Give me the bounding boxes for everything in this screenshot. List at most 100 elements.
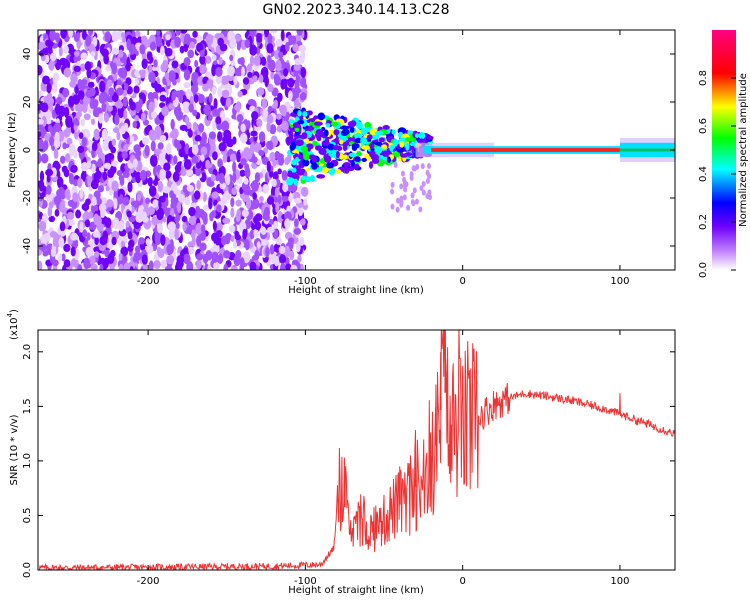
spectrogram-noise-mark — [45, 168, 54, 177]
spectrogram-noise-mark — [274, 151, 280, 160]
spectrogram-noise-mark — [139, 169, 147, 181]
spectrogram-noise-mark — [218, 56, 223, 66]
spectrogram-noise-mark — [293, 63, 301, 71]
spectrogram-noise-mark — [134, 101, 142, 113]
spectrogram-noise-mark — [256, 118, 263, 128]
snr-frame — [37, 329, 676, 571]
spectrogram-trail-mark — [399, 195, 404, 202]
spectrogram-noise-mark — [256, 30, 264, 34]
spectrogram-noise-mark — [293, 227, 302, 235]
spectrogram-noise-mark — [256, 36, 262, 43]
spectrogram-cluster-mark — [340, 130, 349, 136]
spectrogram-cluster-mark — [361, 157, 367, 162]
scale-prefix: (x10 — [9, 317, 20, 340]
spectrogram-noise-mark — [121, 32, 126, 39]
spectrogram-trail-mark — [421, 180, 426, 187]
spectrogram-noise-mark — [229, 153, 237, 162]
spectrogram-noise-mark — [39, 170, 45, 182]
svg-text:(x104): (x104) — [6, 309, 20, 340]
spectrogram-y-tick-label: -40 — [22, 238, 33, 254]
spectrogram-noise-mark — [300, 186, 309, 198]
spectrogram-noise-mark — [252, 192, 257, 200]
spectrogram-noise-mark — [215, 66, 223, 77]
spectrogram-noise-mark — [148, 185, 157, 197]
spectrogram-noise-mark — [290, 264, 298, 270]
spectrogram-noise-mark — [152, 178, 159, 186]
spectrogram-noise-mark — [199, 242, 207, 252]
spectrogram-noise-mark — [230, 266, 237, 270]
spectrogram-noise-mark — [191, 144, 199, 155]
spectrogram-noise-mark — [218, 142, 227, 152]
spectrogram-noise-mark — [287, 77, 295, 88]
spectrogram-noise-mark — [293, 90, 300, 99]
spectrogram-noise-mark — [171, 93, 176, 101]
spectrogram-noise-mark — [75, 209, 82, 219]
spectrogram-noise-mark — [138, 69, 146, 76]
spectrogram-noise-mark — [80, 118, 85, 127]
spectrogram-noise-mark — [139, 44, 146, 55]
spectrogram-noise-mark — [49, 59, 55, 67]
spectrogram-noise-mark — [196, 180, 201, 190]
spectrogram-noise-mark — [242, 77, 250, 85]
spectrogram-noise-mark — [52, 109, 57, 119]
spectrogram-noise-mark — [266, 114, 274, 125]
spectrogram-noise-mark — [215, 116, 222, 125]
spectrogram-noise-mark — [82, 229, 88, 238]
spectrogram-noise-mark — [278, 245, 286, 255]
spectrogram-noise-mark — [115, 59, 122, 67]
spectrogram-noise-mark — [63, 67, 72, 78]
spectrogram-noise-mark — [58, 46, 63, 57]
spectrogram-noise-mark — [187, 49, 195, 59]
snr-x-tick-label: 100 — [610, 576, 629, 587]
spectrogram-noise-mark — [114, 48, 120, 55]
spectrogram-cluster-mark — [321, 167, 329, 174]
spectrogram-noise-mark — [94, 236, 99, 246]
spectrogram-cluster-mark — [326, 162, 335, 169]
spectrogram-trail-mark — [427, 173, 432, 180]
spectrogram-cluster-mark — [339, 125, 349, 130]
spectrogram-noise-mark — [169, 131, 176, 139]
spectrogram-noise-mark — [200, 224, 206, 234]
spectrogram-noise-mark — [138, 237, 145, 245]
spectrogram-noise-mark — [276, 113, 282, 120]
spectrogram-noise-mark — [101, 103, 106, 113]
spectrogram-noise-mark — [54, 103, 61, 115]
spectrogram-noise-mark — [178, 148, 186, 158]
spectrogram-trail-mark — [420, 163, 425, 170]
spectrogram-noise-mark — [221, 89, 230, 99]
spectrogram-noise-mark — [184, 196, 191, 206]
spectrogram-noise-mark — [70, 257, 79, 268]
spectrogram-noise-mark — [221, 120, 230, 132]
spectrogram-noise-mark — [256, 241, 261, 249]
spectrogram-noise-mark — [210, 174, 216, 182]
spectrogram-noise-mark — [45, 117, 52, 125]
spectrogram-noise-mark — [176, 201, 182, 213]
spectrogram-noise-mark — [63, 259, 71, 268]
spectrogram-noise-mark — [169, 190, 175, 199]
spectrogram-noise-mark — [257, 87, 265, 96]
spectrogram-noise-mark — [162, 216, 167, 223]
spectrogram-noise-mark — [232, 161, 237, 173]
spectrogram-noise-mark — [222, 217, 231, 224]
spectrogram-noise-mark — [242, 251, 251, 264]
spectrogram-noise-mark — [87, 81, 95, 88]
spectrogram-noise-mark — [144, 144, 150, 157]
spectrogram-trail-mark — [409, 174, 414, 181]
spectrogram-noise-mark — [237, 90, 243, 98]
spectrogram-noise-mark — [171, 60, 179, 69]
spectrogram-noise-mark — [269, 124, 277, 135]
spectrogram-noise-mark — [128, 98, 133, 107]
spectrogram-noise-mark — [249, 30, 256, 38]
spectrogram-noise-mark — [59, 201, 65, 213]
spectrogram-noise-mark — [268, 218, 274, 225]
spectrogram-noise-mark — [107, 168, 115, 178]
spectrogram-noise-mark — [97, 158, 103, 168]
spectrogram-noise-mark — [234, 230, 240, 241]
spectrogram-noise-mark — [51, 231, 58, 239]
spectrogram-noise-mark — [223, 250, 231, 259]
colorbar: 0.0 0.2 0.4 0.6 0.8 Normalized spectral ampl… — [698, 30, 749, 278]
spectrogram-noise-mark — [203, 104, 211, 116]
spectrogram-noise-mark — [82, 96, 91, 105]
colorbar-tick-label: 0.6 — [698, 118, 709, 134]
